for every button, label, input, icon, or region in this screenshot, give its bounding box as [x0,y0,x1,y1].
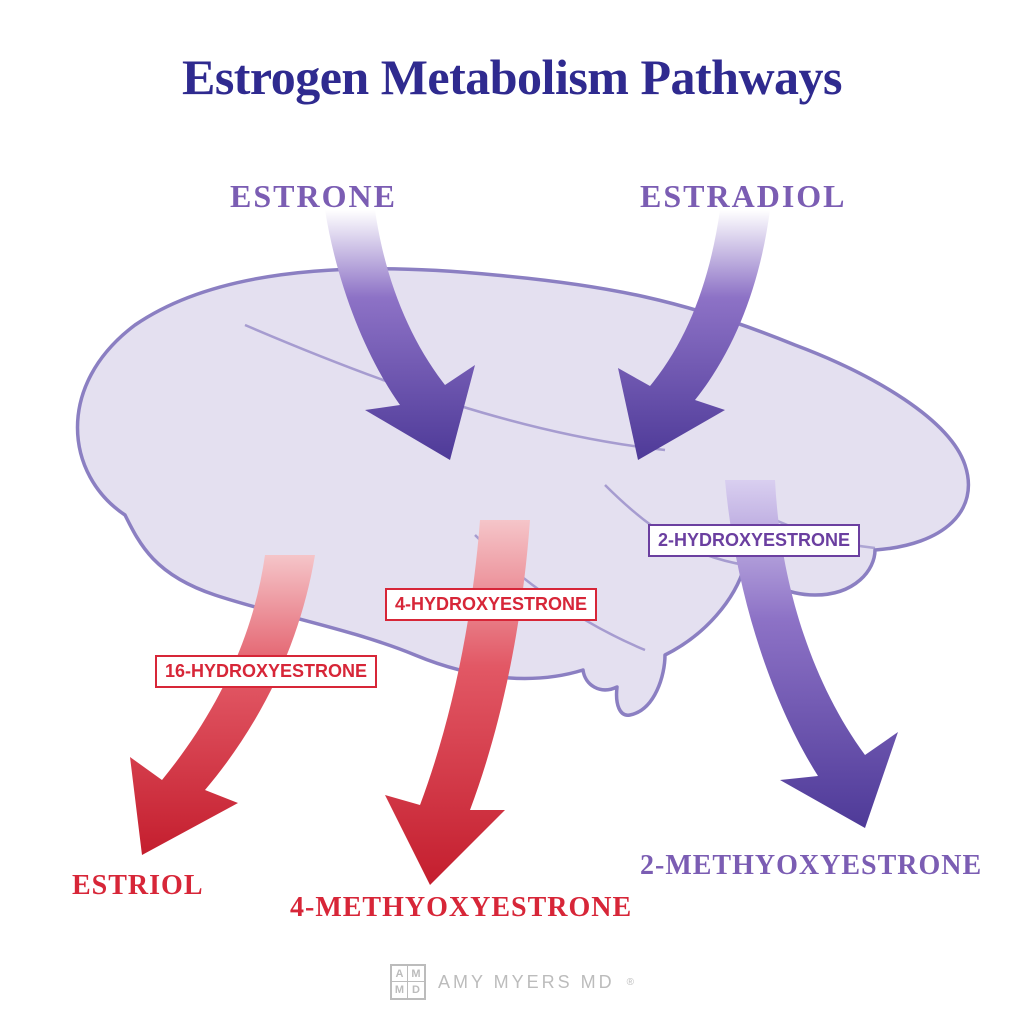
page-title: Estrogen Metabolism Pathways [0,48,1024,106]
output-4-methyoxyestrone: 4-METHYOXYESTRONE [290,892,632,924]
output-estriol: ESTRIOL [72,870,204,902]
intermediate-16-hydroxyestrone: 16-HYDROXYESTRONE [155,655,377,688]
arrow-in-estrone [290,210,490,470]
footer-logo-icon: A M M D [390,964,426,1000]
footer-brand: A M M D AMY MYERS MD® [0,964,1024,1000]
output-2-methyoxyestrone: 2-METHYOXYESTRONE [640,850,982,882]
arrow-out-4 [380,520,560,890]
footer-brand-text: AMY MYERS MD [438,972,615,993]
arrow-in-estradiol [590,210,790,470]
arrow-out-16 [110,555,330,875]
intermediate-2-hydroxyestrone: 2-HYDROXYESTRONE [648,524,860,557]
intermediate-4-hydroxyestrone: 4-HYDROXYESTRONE [385,588,597,621]
